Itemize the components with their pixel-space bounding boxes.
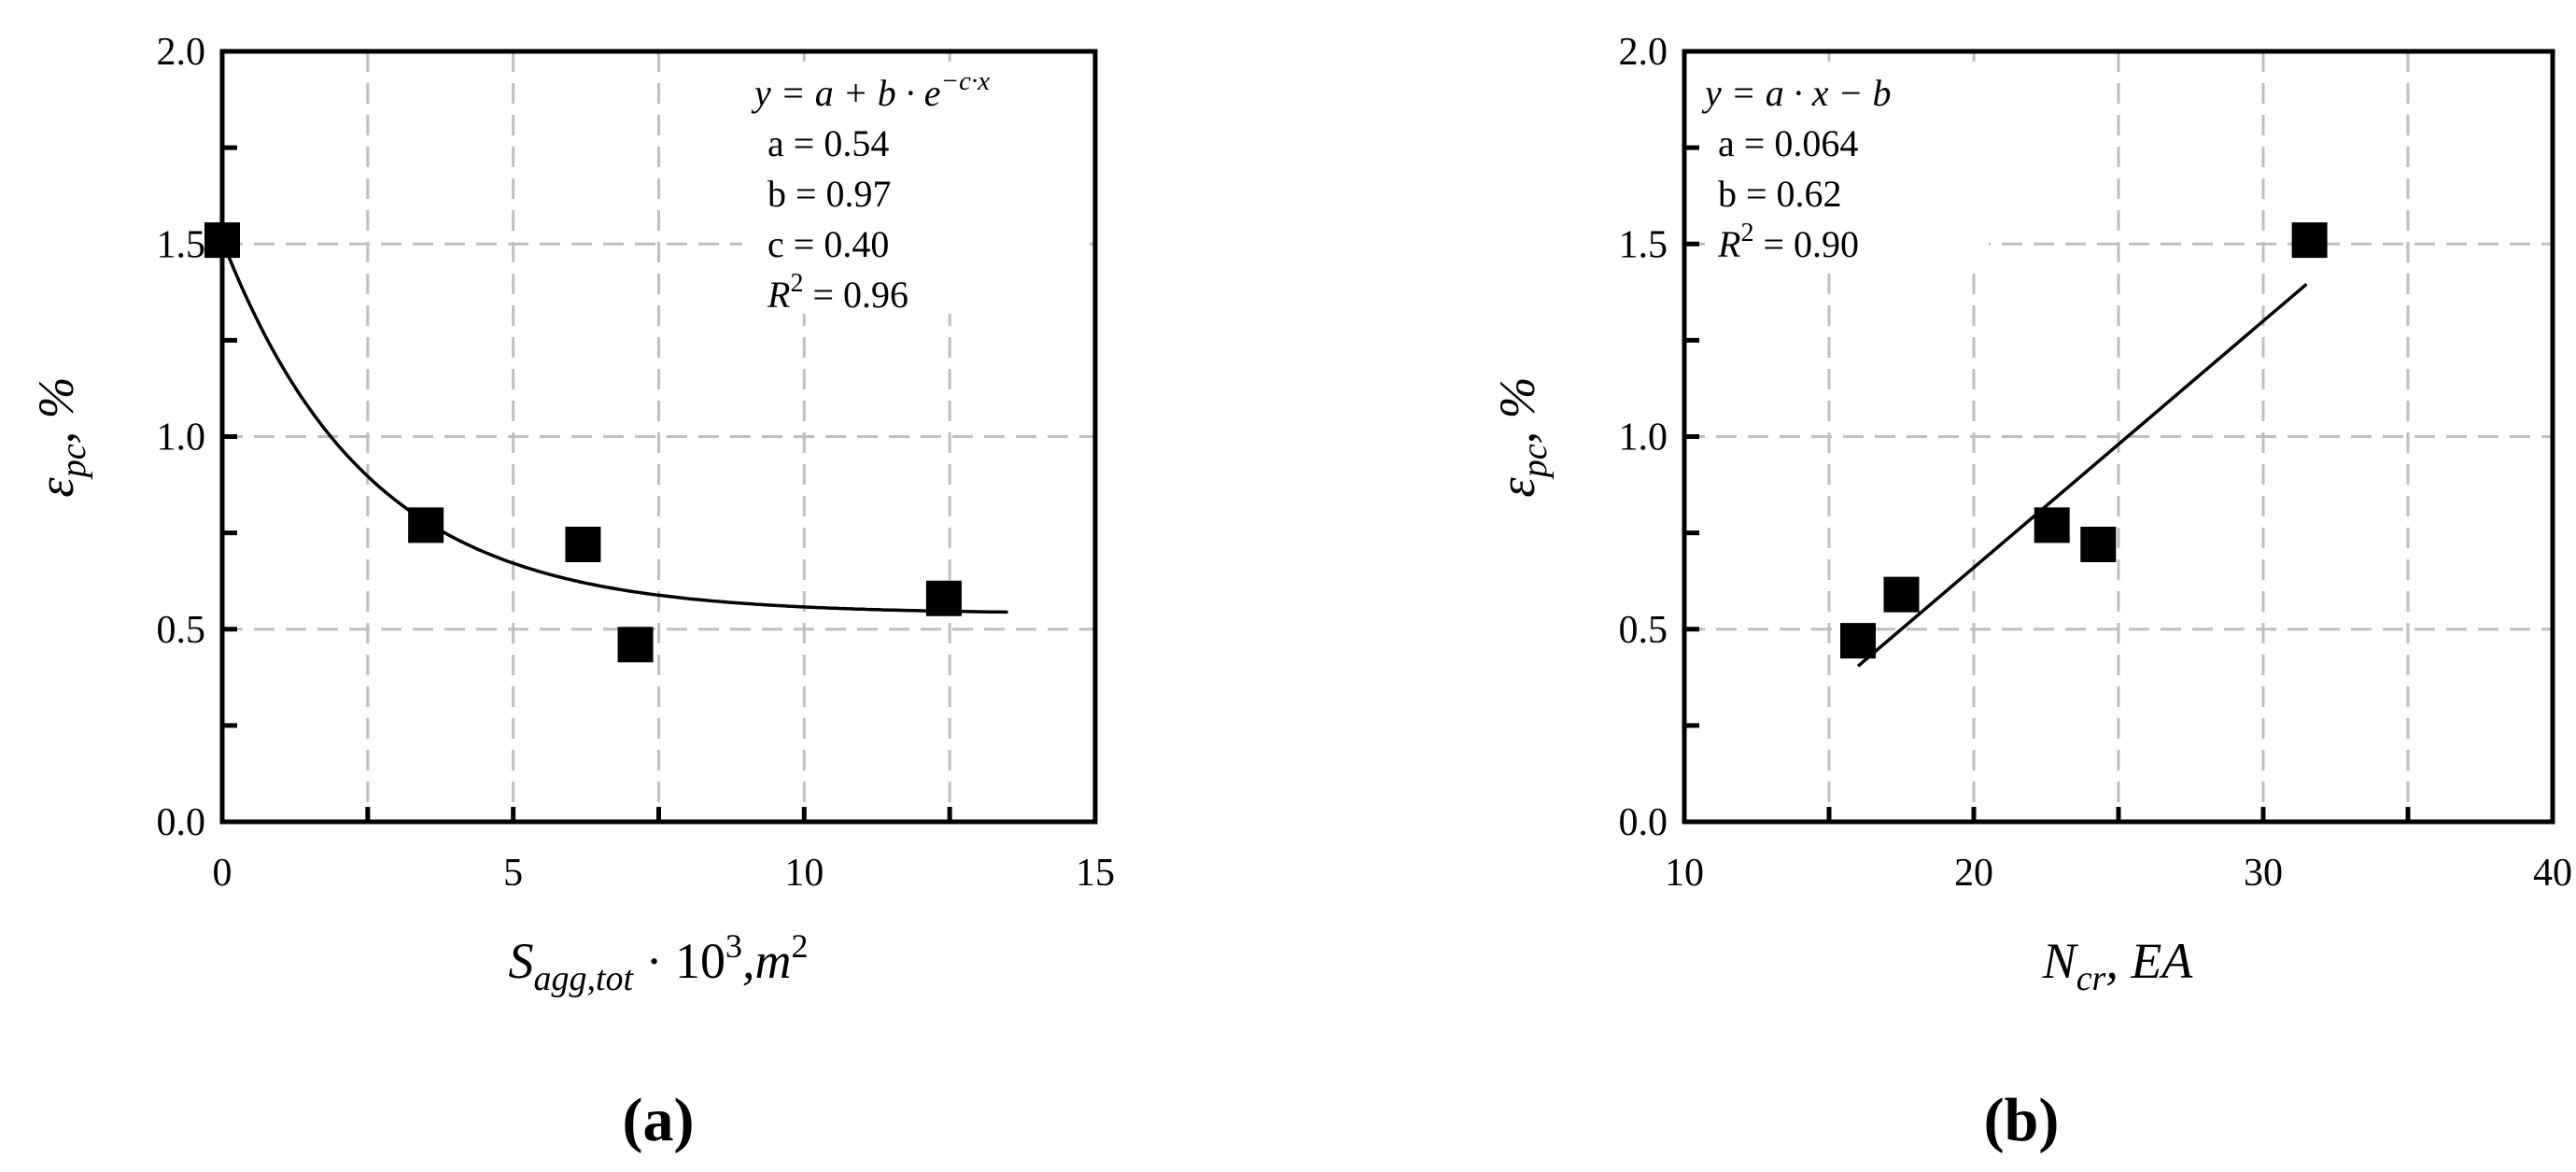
chart-b-data-point	[2291, 222, 2328, 259]
chart-a-xtick-label: 0	[213, 852, 232, 895]
chart-b-data-point	[1883, 576, 1920, 613]
chart-b-points	[1840, 222, 2328, 659]
chart-b-xtick-label: 40	[2533, 852, 2572, 895]
chart-b-ytick-label: 0.0	[1619, 801, 1668, 844]
chart-a-data-point	[925, 580, 962, 616]
chart-a-fit-line	[220, 239, 1008, 614]
chart-a-xtick-label: 5	[503, 852, 523, 895]
chart-b-param-a: a = 0.064	[1718, 122, 1858, 164]
chart-a-equation: y = a + b · e−c·x	[751, 66, 990, 114]
chart-a-xlabel: Sagg,tot · 103,m2	[508, 927, 808, 998]
chart-b-ytick-label: 2.0	[1619, 31, 1668, 74]
chart-a-data-point	[565, 527, 601, 562]
chart-a-equation-background	[742, 62, 1090, 314]
chart-b-ylabel: εpc, %	[1489, 376, 1555, 497]
chart-a-xtick-label: 10	[784, 852, 823, 895]
chart-a-data-point	[408, 507, 444, 544]
chart-b: 0.0 0.5 1.0 1.5 2.0 10 20 30 40 y = a · x − b a…	[1489, 31, 2572, 1154]
chart-a-data-point	[617, 627, 654, 663]
chart-b-xlabel: Ncr, EA	[2042, 933, 2194, 998]
chart-b-xtick-label: 30	[2244, 852, 2283, 895]
chart-a-equation-box: y = a + b · e−c·x a = 0.54 b = 0.97 c = …	[751, 66, 990, 316]
chart-a-ytick-label: 0.0	[157, 801, 206, 844]
chart-b-xtick-label: 10	[1665, 852, 1704, 895]
chart-b-param-b: b = 0.62	[1718, 173, 1842, 215]
chart-a-xticklabels: 0 5 10 15	[213, 852, 1116, 895]
chart-b-fit-line	[1856, 282, 2308, 668]
chart-b-ytick-label: 1.5	[1619, 223, 1668, 266]
chart-a-xtick-label: 15	[1076, 852, 1115, 895]
chart-a-fit	[220, 239, 1008, 614]
chart-a-param-c: c = 0.40	[767, 223, 889, 265]
chart-b-data-point	[2034, 507, 2070, 544]
chart-b-fit	[1856, 282, 2308, 668]
chart-b-ytick-label: 1.0	[1619, 417, 1668, 459]
chart-a-param-a: a = 0.54	[767, 122, 889, 164]
chart-a-ytick-label: 2.0	[157, 31, 206, 74]
chart-a-ytick-label: 1.0	[157, 417, 206, 459]
chart-a-panel-label: (a)	[623, 1086, 695, 1154]
chart-a-param-b: b = 0.97	[767, 173, 892, 215]
chart-b-ticks	[1682, 49, 2555, 825]
chart-b-equation: y = a · x − b	[1701, 72, 1892, 114]
chart-a-ticks	[219, 49, 1098, 825]
chart-a-r-squared: R2 = 0.96	[767, 269, 908, 316]
chart-b-xticklabels: 10 20 30 40	[1665, 852, 2572, 895]
chart-b-data-point	[2080, 527, 2117, 562]
chart-b-equation-box: y = a · x − b a = 0.064 b = 0.62 R2 = 0.…	[1701, 72, 1892, 265]
chart-b-panel-label: (b)	[1984, 1086, 2060, 1154]
chart-b-ytick-label: 0.5	[1619, 609, 1668, 652]
chart-b-data-point	[1840, 623, 1876, 659]
chart-b-equation-background	[1709, 62, 1989, 267]
chart-a-ytick-label: 0.5	[157, 609, 206, 652]
chart-a: 0.0 0.5 1.0 1.5 2.0 0 5 10 15 y = a + b · e−c·x…	[28, 31, 1115, 1154]
chart-a-ytick-label: 1.5	[157, 223, 206, 266]
chart-b-r-squared: R2 = 0.90	[1717, 219, 1859, 265]
chart-b-yticklabels: 0.0 0.5 1.0 1.5 2.0	[1619, 31, 1668, 844]
chart-a-yticklabels: 0.0 0.5 1.0 1.5 2.0	[157, 31, 206, 844]
chart-b-xtick-label: 20	[1954, 852, 1993, 895]
chart-a-ylabel: εpc, %	[28, 376, 93, 497]
